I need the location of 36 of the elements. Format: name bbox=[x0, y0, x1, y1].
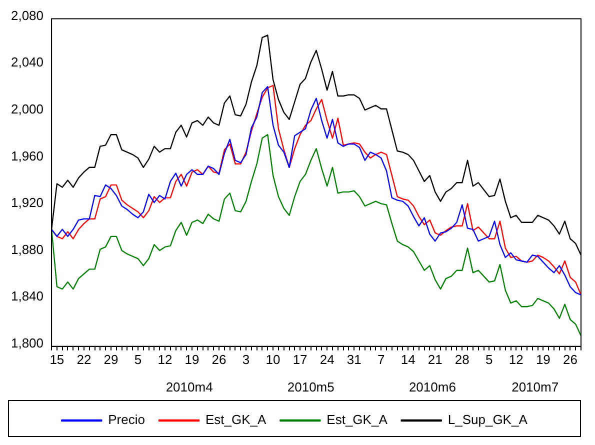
x-tick-label: 21 bbox=[428, 352, 442, 367]
text: 2010m5 bbox=[287, 380, 334, 395]
text: 2010m6 bbox=[408, 380, 456, 395]
x-tick-label: 10 bbox=[266, 352, 280, 367]
text: 2010m4 bbox=[166, 380, 213, 395]
x-tick-label: 14 bbox=[400, 352, 416, 367]
y-tick-label: 2,000 bbox=[10, 101, 44, 116]
x-tick-label: 17 bbox=[292, 352, 308, 367]
x-tick-label: 7 bbox=[377, 352, 385, 367]
x-tick-label: 3 bbox=[242, 352, 250, 367]
legend-label: Est_GK_A bbox=[205, 412, 266, 428]
y-tick-label: 1,920 bbox=[10, 195, 44, 210]
legend-label: L_Sup_GK_A bbox=[448, 412, 528, 428]
legend-label: Precio bbox=[108, 412, 145, 428]
x-tick-label: 31 bbox=[346, 352, 362, 367]
x-tick-label: 5 bbox=[486, 352, 493, 367]
y-tick-label: 1,960 bbox=[10, 148, 44, 164]
x-tick-label: 12 bbox=[158, 352, 172, 367]
x-tick-label: 26 bbox=[212, 352, 226, 367]
text: 2010m7 bbox=[512, 380, 559, 395]
x-tick-label: 15 bbox=[50, 352, 64, 367]
x-tick-label: 26 bbox=[562, 352, 578, 367]
x-tick-label: 28 bbox=[454, 352, 470, 367]
x-tick-label: 19 bbox=[184, 352, 200, 367]
x-tick-label: 22 bbox=[76, 352, 92, 367]
x-tick-label: 12 bbox=[508, 352, 524, 367]
y-tick-label: 2,040 bbox=[10, 54, 44, 70]
y-tick-label: 1,880 bbox=[10, 242, 44, 257]
legend-label: Est_GK_A bbox=[326, 412, 388, 428]
x-tick-label: 24 bbox=[320, 352, 334, 367]
y-tick-label: 1,800 bbox=[10, 335, 44, 350]
y-tick-label: 2,080 bbox=[10, 8, 44, 23]
y-tick-label: 1,840 bbox=[10, 288, 44, 304]
x-tick-label: 5 bbox=[134, 352, 142, 367]
x-tick-label: 29 bbox=[104, 352, 118, 367]
x-tick-label: 19 bbox=[536, 352, 550, 367]
